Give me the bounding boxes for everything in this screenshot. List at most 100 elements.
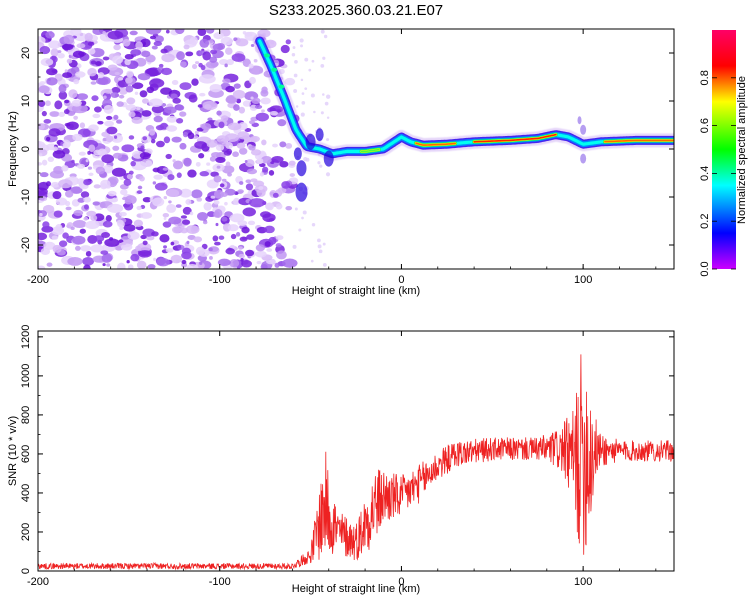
spectrogram-noise-blob: [279, 160, 289, 168]
spectrogram-noise-blob: [320, 111, 324, 115]
spectrogram-noise-blob: [116, 119, 123, 124]
spectrogram-noise-blob: [105, 185, 111, 189]
spectrogram-noise-blob: [190, 225, 199, 234]
spectrogram-noise-blob: [248, 120, 255, 125]
snr-x-tick-label: -200: [27, 576, 49, 588]
snr-y-label: SNR (10 * v/v): [7, 416, 19, 486]
spectrogram-noise-blob: [43, 119, 52, 124]
spectrogram-noise-blob: [275, 243, 282, 248]
colorbar-ticks: 0.0 0.2 0.4 0.6 0.8: [699, 70, 736, 277]
spectrogram-y-tick-label: 10: [20, 95, 32, 107]
spectrogram-noise-blob: [255, 112, 269, 122]
spectrogram-noise-blob: [140, 145, 145, 151]
spectrogram-noise-blob: [72, 220, 87, 229]
spectrogram-noise-blob: [92, 29, 104, 36]
spectrogram-noise-blob: [40, 58, 54, 67]
spectrogram-noise-blob: [241, 226, 250, 234]
spectrogram-noise-blob: [113, 135, 118, 139]
spectrogram-noise-blob: [101, 154, 115, 164]
tone-bright-spot: [278, 84, 285, 89]
spectrogram-noise-blob: [64, 99, 70, 104]
spectrogram-noise-blob: [93, 184, 101, 189]
spectrogram-noise-blob: [133, 219, 144, 228]
spectrogram-noise-blob: [176, 172, 182, 178]
spectrogram-noise-blob: [52, 150, 66, 159]
spectrogram-noise-blob: [141, 50, 151, 58]
spectrogram-noise-blob: [311, 223, 316, 227]
spectrogram-noise-blob: [45, 136, 51, 142]
spectrogram-noise-blob: [123, 178, 132, 186]
spectrogram-noise-blob: [72, 133, 83, 142]
tone-track-blob: [315, 128, 324, 142]
spectrogram-noise-blob: [87, 67, 97, 77]
snr-y-tick-label: 600: [20, 445, 32, 463]
spectrogram-noise-blob: [219, 183, 225, 188]
spectrogram-noise-blob: [304, 57, 309, 62]
snr-y-tick-label: 1200: [20, 325, 32, 349]
spectrogram-noise-blob: [99, 201, 106, 209]
spectrogram-noise-blob: [268, 170, 275, 176]
spectrogram-noise-blob: [179, 142, 187, 150]
spectrogram-noise-blob: [245, 183, 254, 191]
spectrogram-noise-blob: [79, 122, 86, 129]
spectrogram-noise-blob: [322, 56, 326, 60]
spectrogram-noise-blob: [103, 104, 114, 114]
spectrogram-noise-blob: [183, 157, 192, 167]
spectrogram-x-tick-label: -100: [209, 274, 231, 286]
spectrogram-noise-blob: [229, 258, 240, 268]
spectrogram-noise-blob: [326, 138, 330, 142]
spectrogram-noise-blob: [221, 141, 231, 147]
colorbar-tick-label: 0.6: [699, 118, 711, 133]
spectrogram-noise-blob: [161, 53, 175, 63]
spectrogram-noise-blob: [128, 135, 135, 140]
spectrogram-noise-blob: [92, 113, 101, 119]
spectrogram-noise-blob: [153, 174, 163, 180]
spectrogram-noise-blob: [288, 160, 296, 166]
spectrogram-noise-blob: [172, 159, 176, 163]
spectrogram-noise-blob: [227, 172, 232, 177]
spectrogram-noise-blob: [259, 172, 264, 177]
spectrogram-noise-blob: [325, 172, 331, 177]
spectrogram-noise-blob: [141, 110, 152, 117]
spectrogram-noise-blob: [46, 68, 58, 76]
spectrogram-x-label: Height of straight line (km): [292, 285, 420, 297]
spectrogram-noise-blob: [272, 143, 278, 148]
spectrogram-noise-blob: [280, 44, 290, 54]
spectrogram-noise-blob: [105, 115, 113, 120]
spectrogram-noise-blob: [159, 234, 170, 243]
spectrogram-noise-blob: [124, 198, 132, 205]
spectrogram-noise-blob: [118, 239, 124, 244]
colorbar-tick-label: 0.2: [699, 214, 711, 229]
spectrogram-noise-blob: [121, 197, 128, 201]
spectrogram-noise-blob: [160, 48, 168, 54]
spectrogram-noise-blob: [112, 55, 124, 64]
tone-track-blob: [580, 153, 587, 164]
spectrogram-noise-blob: [152, 197, 165, 207]
spectrogram-noise-blob: [185, 199, 192, 205]
spectrogram-noise-blob: [247, 220, 256, 226]
spectrogram-noise-blob: [256, 260, 262, 265]
spectrogram-noise-blob: [193, 236, 203, 243]
spectrogram-noise-blob: [239, 236, 248, 242]
snr-x-ticks: -200 -100 0 100: [27, 331, 657, 588]
spectrogram-noise-blob: [102, 164, 114, 174]
spectrogram-noise-blob: [304, 87, 308, 91]
spectrogram-noise-blob: [186, 263, 199, 269]
spectrogram-noise-blob: [151, 45, 158, 50]
spectrogram-noise-blob: [62, 142, 67, 147]
spectrogram-noise-blob: [211, 151, 221, 158]
spectrogram-noise-blob: [256, 188, 266, 197]
spectrogram-noise-blob: [195, 246, 205, 256]
spectrogram-noise-blob: [145, 160, 153, 167]
spectrogram-noise-blob: [117, 77, 124, 81]
spectrogram-noise-blob: [248, 63, 254, 69]
spectrogram-noise-blob: [237, 189, 244, 194]
spectrogram-noise-blob: [104, 120, 114, 127]
spectrogram-noise-blob: [326, 94, 331, 99]
spectrogram-noise-blob: [191, 64, 198, 70]
spectrogram-noise-blob: [170, 254, 183, 264]
spectrogram-noise-blob: [176, 118, 184, 124]
spectrogram-noise-blob: [198, 153, 205, 159]
spectrogram-noise-blob: [212, 235, 219, 242]
spectrogram-noise-blob: [251, 97, 261, 105]
